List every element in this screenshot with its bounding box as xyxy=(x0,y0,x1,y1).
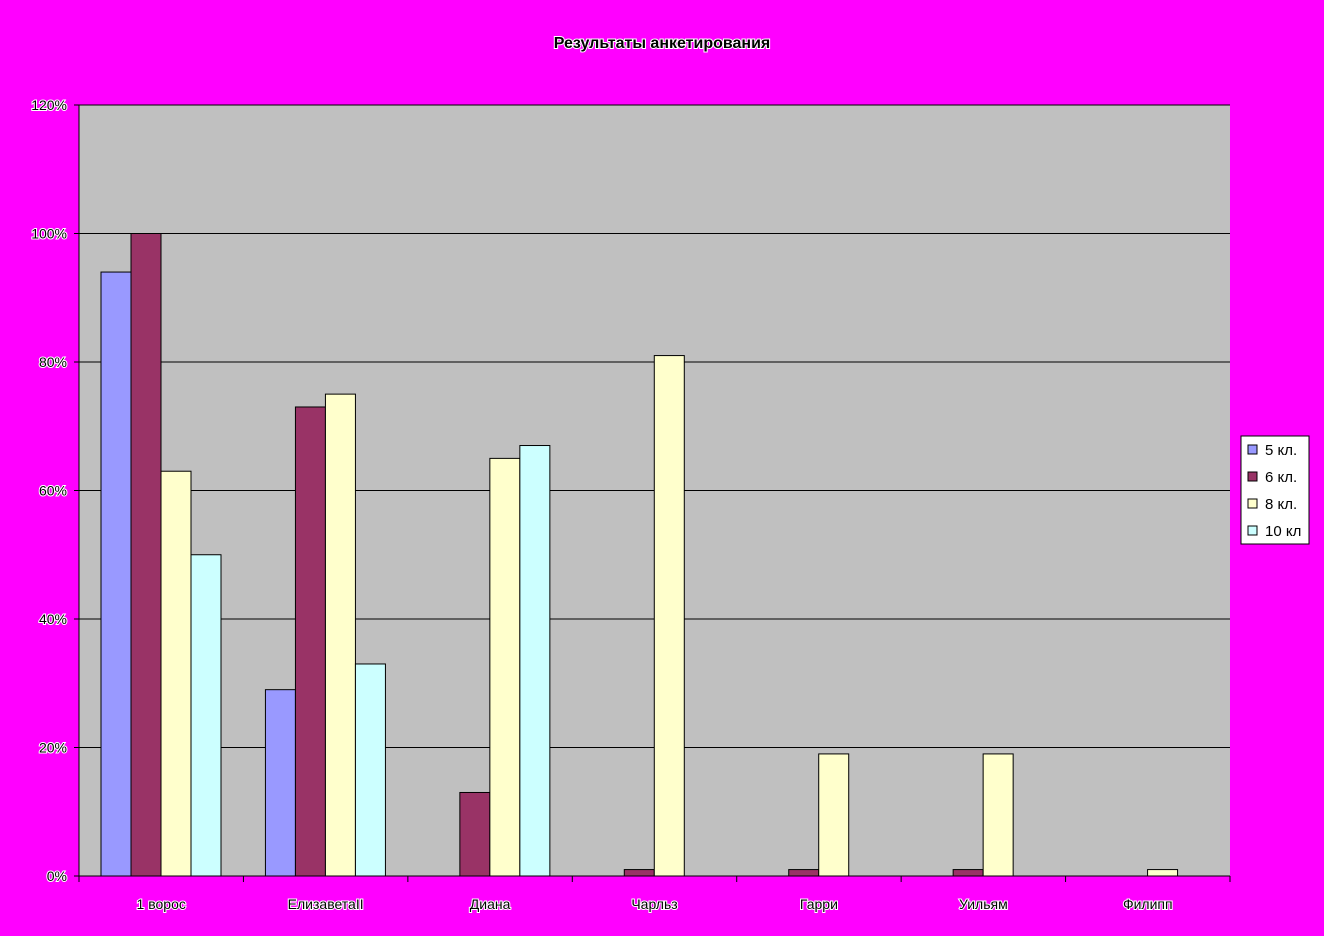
legend-label: 8 кл. xyxy=(1265,496,1297,513)
bar xyxy=(1147,869,1179,877)
bar xyxy=(818,753,850,877)
y-tick-label: 20% xyxy=(39,740,67,756)
bar xyxy=(100,271,132,877)
bar xyxy=(354,663,386,877)
bar xyxy=(623,869,655,877)
legend-swatch xyxy=(1247,498,1258,509)
bars xyxy=(100,233,1179,877)
bar xyxy=(190,554,222,877)
legend-label: 6 кл. xyxy=(1265,469,1297,486)
y-tick-label: 120% xyxy=(31,97,67,113)
bar xyxy=(294,406,326,877)
x-axis-ticks: 1 ворос ЕлизаветаII Диана Чарльз Гарри Уильям… xyxy=(78,876,1231,913)
bar xyxy=(130,233,162,877)
bar xyxy=(952,869,984,877)
y-tick-label: 40% xyxy=(39,611,67,627)
y-tick-label: 0% xyxy=(47,868,67,884)
x-tick-label: Диана xyxy=(470,896,511,912)
legend-label: 5 кл. xyxy=(1265,442,1297,459)
legend-swatch xyxy=(1247,471,1258,482)
legend-swatch xyxy=(1247,525,1258,536)
y-tick-label: 100% xyxy=(31,226,67,242)
chart-title: Результаты анкетирования xyxy=(554,35,771,52)
y-axis-ticks: 0% 20% 40% 60% 80% 100% 120% xyxy=(30,96,79,885)
bar xyxy=(264,689,296,877)
x-tick-label: Уильям xyxy=(959,896,1008,912)
x-tick-label: Чарльз xyxy=(631,896,677,912)
bar xyxy=(459,791,491,877)
bar xyxy=(489,457,521,877)
x-tick-label: Филипп xyxy=(1123,896,1173,912)
bar xyxy=(519,445,551,877)
legend: 5 кл. 6 кл. 8 кл. 10 кл xyxy=(1240,435,1310,545)
bar xyxy=(324,393,356,877)
x-tick-label: 1 ворос xyxy=(137,896,186,912)
y-tick-label: 80% xyxy=(39,354,67,370)
bar xyxy=(653,355,685,877)
y-tick-label: 60% xyxy=(39,483,67,499)
bar xyxy=(160,470,192,877)
legend-swatch xyxy=(1247,444,1258,455)
bar xyxy=(788,869,820,877)
x-tick-label: Гарри xyxy=(800,896,838,912)
legend-label: 10 кл xyxy=(1265,523,1301,540)
bar xyxy=(982,753,1014,877)
x-tick-label: ЕлизаветаII xyxy=(288,896,364,912)
